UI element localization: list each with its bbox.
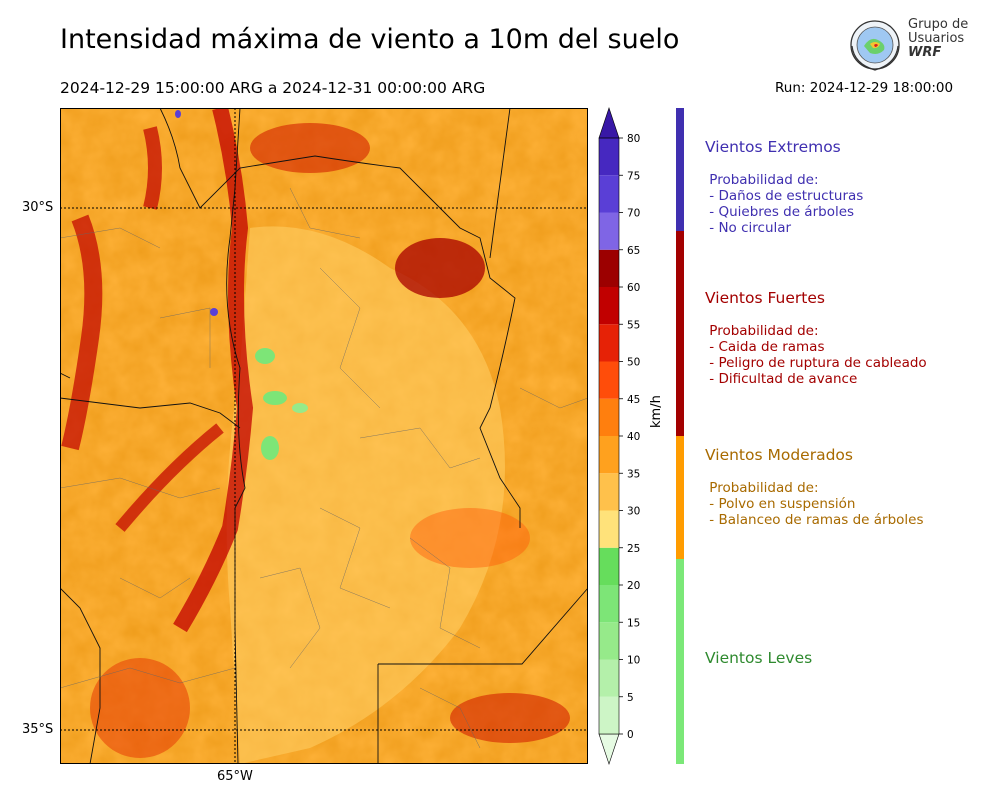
- strong-wind-core: [395, 238, 485, 298]
- colorbar: 0 5 10 15 20 25 30 35 40 45 50 55 60 65 70 75 80: [598, 107, 640, 765]
- colorbar-segment: [599, 361, 619, 399]
- strong-wind-band: [143, 126, 162, 210]
- colorbar-tick-label: 25: [627, 543, 640, 555]
- strong-wind-core: [450, 693, 570, 743]
- category-title: Vientos Moderados: [705, 446, 853, 464]
- light-wind-patch: [292, 403, 308, 413]
- colorbar-tick-label: 50: [627, 357, 640, 369]
- extreme-wind-spot: [210, 308, 218, 316]
- logo-line-1: Grupo de: [908, 17, 969, 32]
- colorbar-extend-high: [598, 107, 620, 139]
- colorbar-extend-low: [598, 733, 620, 765]
- logo-text: Grupo de Usuarios WRF: [908, 18, 968, 60]
- lat-label-30s: 30°S: [22, 200, 54, 215]
- category-bar-segment: [676, 436, 684, 559]
- moderate-zone: [226, 226, 505, 764]
- strong-wind-band: [61, 214, 103, 451]
- extreme-wind-spot: [175, 110, 181, 118]
- category-title: Vientos Leves: [705, 649, 813, 667]
- category-description: Probabilidad de: - Daños de estructuras …: [709, 172, 864, 236]
- colorbar-segment: [599, 696, 619, 734]
- strong-wind-core: [90, 658, 190, 758]
- colorbar-tick-label: 75: [627, 170, 640, 182]
- light-wind-patch: [255, 348, 275, 364]
- colorbar-segment: [599, 398, 619, 436]
- colorbar-segment: [599, 585, 619, 623]
- colorbar-segment: [599, 324, 619, 362]
- colorbar-segment: [599, 659, 619, 697]
- colorbar-segment: [599, 436, 619, 474]
- category-title: Vientos Extremos: [705, 138, 841, 156]
- colorbar-tick-label: 55: [627, 319, 640, 331]
- colorbar-tick-label: 5: [627, 692, 634, 704]
- category-bar-segment: [676, 559, 684, 764]
- colorbar-segment: [599, 622, 619, 660]
- colorbar-segment: [599, 249, 619, 287]
- colorbar-tick-label: 35: [627, 468, 640, 480]
- strong-wind-band: [115, 423, 224, 532]
- strong-wind-core: [410, 508, 530, 568]
- light-wind-patch: [261, 436, 279, 460]
- colorbar-segment: [599, 138, 619, 176]
- light-wind-patch: [263, 391, 287, 405]
- logo-line-3: WRF: [908, 45, 942, 60]
- category-description: Probabilidad de: - Polvo en suspensión -…: [709, 480, 924, 528]
- wind-map: [60, 108, 588, 764]
- colorbar-tick-label: 0: [627, 729, 634, 741]
- colorbar-tick-label: 10: [627, 655, 640, 667]
- colorbar-tick-label: 65: [627, 245, 640, 257]
- colorbar-tick-label: 30: [627, 506, 640, 518]
- colorbar-tick-label: 70: [627, 208, 640, 220]
- map-frame: [60, 108, 588, 764]
- strong-wind-band: [173, 108, 254, 633]
- colorbar-segment: [599, 510, 619, 548]
- category-bar: [676, 108, 684, 764]
- colorbar-tick-label: 40: [627, 431, 640, 443]
- department-borders: [60, 187, 588, 749]
- colorbar-tick-label: 15: [627, 617, 640, 629]
- colorbar-tick-label: 20: [627, 580, 640, 592]
- colorbar-segment: [599, 212, 619, 250]
- colorbar-segment: [599, 287, 619, 325]
- forecast-period: 2024-12-29 15:00:00 ARG a 2024-12-31 00:…: [60, 79, 486, 97]
- strong-wind-core: [250, 123, 370, 173]
- lon-label-65w: 65°W: [217, 769, 253, 784]
- category-title: Vientos Fuertes: [705, 289, 825, 307]
- run-time: Run: 2024-12-29 18:00:00: [775, 80, 954, 96]
- logo-line-2: Usuarios: [908, 31, 965, 46]
- colorbar-segment: [599, 175, 619, 213]
- category-bar-segment: [676, 231, 684, 436]
- category-bar-segment: [676, 108, 684, 231]
- political-borders: [60, 108, 588, 764]
- colorbar-segment: [599, 547, 619, 585]
- colorbar-tick-label: 80: [627, 133, 640, 145]
- category-description: Probabilidad de: - Caida de ramas - Peli…: [709, 323, 927, 387]
- colorbar-tick-label: 60: [627, 282, 640, 294]
- map-title: Intensidad máxima de viento a 10m del su…: [60, 24, 680, 55]
- colorbar-tick-label: 45: [627, 394, 640, 406]
- colorbar-segment: [599, 473, 619, 511]
- lat-label-35s: 35°S: [22, 722, 54, 737]
- colorbar-unit: km/h: [649, 395, 664, 428]
- wrf-logo: [850, 20, 900, 71]
- graticule: [60, 108, 588, 764]
